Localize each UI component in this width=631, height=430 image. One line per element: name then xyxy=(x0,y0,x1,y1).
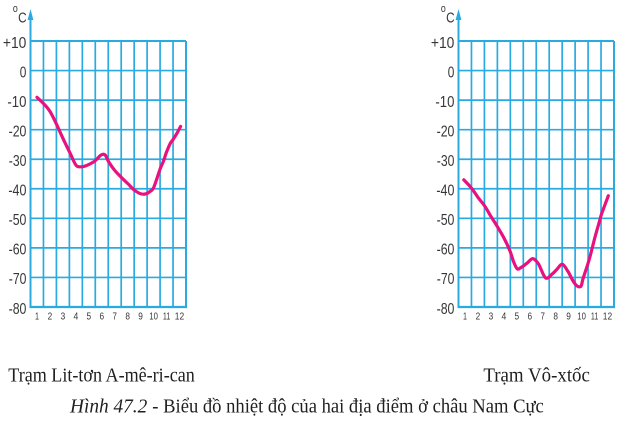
svg-text:1: 1 xyxy=(463,311,467,322)
svg-text:10: 10 xyxy=(149,311,158,322)
svg-text:-10: -10 xyxy=(7,94,26,111)
svg-text:-80: -80 xyxy=(9,301,27,318)
svg-text:-40: -40 xyxy=(8,183,26,200)
svg-text:6: 6 xyxy=(100,311,105,322)
svg-text:-50: -50 xyxy=(437,212,455,229)
svg-text:-10: -10 xyxy=(435,94,454,111)
svg-text:0: 0 xyxy=(448,64,455,81)
svg-text:-50: -50 xyxy=(9,212,27,229)
svg-text:3: 3 xyxy=(61,311,66,322)
svg-text:6: 6 xyxy=(528,311,533,322)
svg-text:-30: -30 xyxy=(437,153,455,170)
svg-text:3: 3 xyxy=(489,311,494,322)
svg-text:4: 4 xyxy=(74,311,79,322)
svg-text:9: 9 xyxy=(138,311,143,322)
svg-text:-20: -20 xyxy=(9,124,27,141)
svg-text:2: 2 xyxy=(476,311,481,322)
svg-text:7: 7 xyxy=(541,311,546,322)
svg-text:o: o xyxy=(441,3,446,15)
svg-text:Trạm Vô-xtốc: Trạm Vô-xtốc xyxy=(483,364,590,386)
svg-text:-70: -70 xyxy=(9,271,27,288)
svg-text:12: 12 xyxy=(603,311,613,322)
svg-text:-60: -60 xyxy=(9,242,27,259)
svg-text:-70: -70 xyxy=(437,271,455,288)
svg-text:2: 2 xyxy=(48,311,53,322)
svg-text:C: C xyxy=(18,10,27,27)
svg-text:11: 11 xyxy=(591,311,599,322)
svg-text:5: 5 xyxy=(87,311,92,322)
svg-text:10: 10 xyxy=(577,311,586,322)
svg-text:-60: -60 xyxy=(437,242,455,259)
svg-text:5: 5 xyxy=(515,311,520,322)
svg-text:- Biểu đồ nhiệt độ của hai địa: - Biểu đồ nhiệt độ của hai địa điểm ở ch… xyxy=(152,396,544,418)
svg-text:7: 7 xyxy=(113,311,118,322)
svg-text:Hình 47.2: Hình 47.2 xyxy=(69,396,147,418)
svg-text:8: 8 xyxy=(125,311,130,322)
svg-text:0: 0 xyxy=(20,64,27,81)
svg-text:12: 12 xyxy=(175,311,185,322)
svg-text:+10: +10 xyxy=(3,35,27,52)
svg-text:+10: +10 xyxy=(431,35,455,52)
svg-text:8: 8 xyxy=(553,311,558,322)
svg-text:-80: -80 xyxy=(437,301,455,318)
svg-text:-30: -30 xyxy=(9,153,27,170)
svg-text:o: o xyxy=(13,3,18,15)
svg-text:1: 1 xyxy=(35,311,39,322)
svg-text:-40: -40 xyxy=(436,183,454,200)
svg-text:9: 9 xyxy=(566,311,571,322)
svg-text:11: 11 xyxy=(163,311,171,322)
svg-text:Trạm Lit-tơn A-mê-ri-can: Trạm Lit-tơn A-mê-ri-can xyxy=(8,364,195,386)
svg-text:-20: -20 xyxy=(437,124,455,141)
svg-text:C: C xyxy=(446,10,455,27)
svg-text:4: 4 xyxy=(502,311,507,322)
